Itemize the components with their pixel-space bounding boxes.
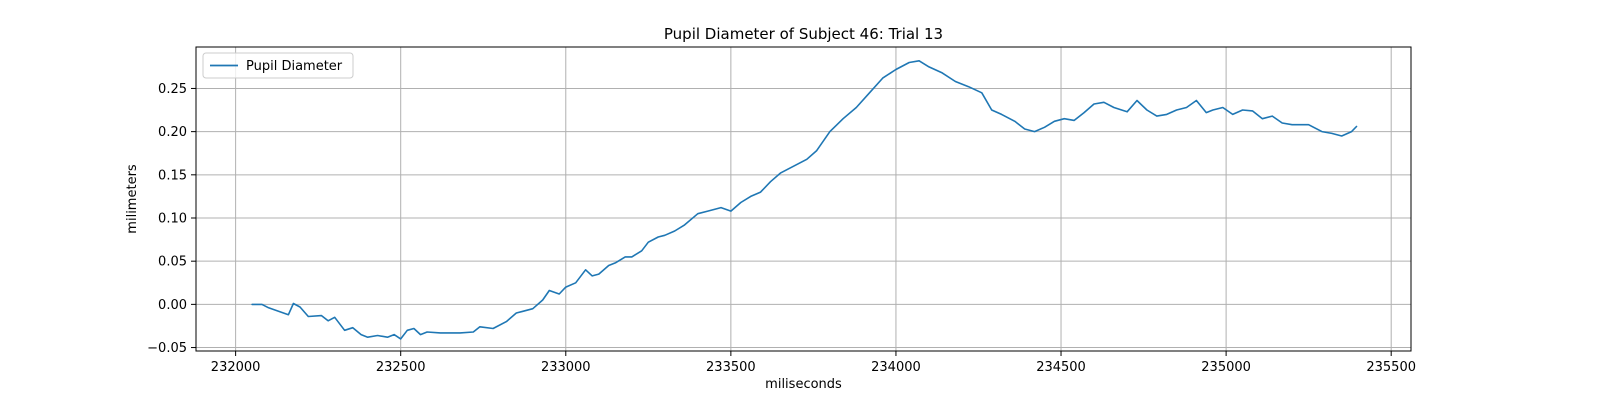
x-tick-label: 234500: [1036, 360, 1086, 375]
x-tick-label: 232500: [376, 360, 426, 375]
y-tick-label: 0.00: [158, 298, 187, 313]
x-tick-label: 235000: [1201, 360, 1251, 375]
x-tick-label: 234000: [871, 360, 921, 375]
y-tick-label: −0.05: [147, 341, 187, 356]
x-tick-label: 233000: [541, 360, 591, 375]
x-tick-label: 235500: [1366, 360, 1416, 375]
series-line-pupil-diameter: [251, 59, 1358, 340]
y-axis-label: milimeters: [125, 164, 140, 234]
series-layer: [251, 59, 1358, 340]
plot-frame: [195, 46, 1412, 352]
y-tick-label: 0.10: [158, 212, 187, 227]
legend-entry-pupil-diameter: Pupil Diameter: [246, 59, 343, 74]
ticks-layer: 232000 232500 233000 233500 234000 234500 2350…: [147, 82, 1416, 375]
grid-layer: [196, 47, 1411, 351]
legend: Pupil Diameter: [202, 52, 354, 79]
y-tick-label: 0.25: [158, 82, 187, 97]
x-tick-label: 232000: [211, 360, 261, 375]
legend-box: [202, 52, 354, 79]
x-tick-label: 233500: [706, 360, 756, 375]
y-tick-label: 0.15: [158, 168, 187, 183]
y-tick-label: 0.05: [158, 255, 187, 270]
y-tick-label: 0.20: [158, 125, 187, 140]
chart-title: Pupil Diameter of Subject 46: Trial 13: [664, 25, 943, 43]
x-axis-label: miliseconds: [765, 377, 842, 392]
